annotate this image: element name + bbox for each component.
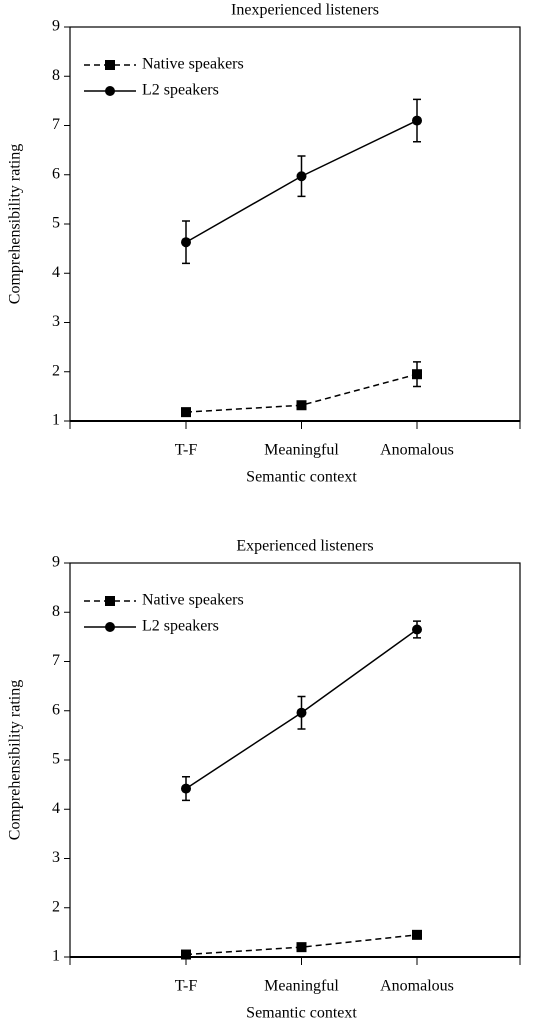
x-tick-label: Meaningful xyxy=(264,442,339,459)
plot-frame xyxy=(69,562,521,958)
x-tick-label: Meaningful xyxy=(264,978,339,995)
plot-frame xyxy=(69,26,521,422)
data-point xyxy=(296,707,307,718)
data-point xyxy=(412,115,422,126)
data-point xyxy=(181,783,191,794)
data-point xyxy=(412,624,422,635)
data-point xyxy=(296,942,307,953)
data-point xyxy=(296,400,307,411)
x-tick-label: Anomalous xyxy=(380,978,454,995)
data-point xyxy=(412,369,422,380)
legend-label: Native speakers xyxy=(142,592,244,609)
y-tick-label: 1 xyxy=(52,412,60,429)
y-axis-label: Comprehensibility rating xyxy=(7,144,24,304)
y-tick-label: 5 xyxy=(52,215,60,232)
data-point xyxy=(181,237,191,248)
data-point xyxy=(181,949,191,960)
legend-marker xyxy=(105,596,115,606)
y-tick-label: 8 xyxy=(52,603,60,620)
y-tick-label: 9 xyxy=(52,554,60,571)
x-axis-label: Semantic context xyxy=(246,1005,357,1022)
y-tick-label: 1 xyxy=(52,948,60,965)
y-tick-label: 3 xyxy=(52,849,60,866)
x-tick-label: T-F xyxy=(175,442,198,459)
data-point xyxy=(412,929,422,940)
y-tick-label: 6 xyxy=(52,701,60,718)
y-tick-label: 4 xyxy=(52,800,60,817)
x-tick-label: T-F xyxy=(175,978,198,995)
y-tick-label: 5 xyxy=(52,751,60,768)
legend-marker xyxy=(105,60,115,70)
legend-label: L2 speakers xyxy=(142,82,219,99)
legend-label: Native speakers xyxy=(142,56,244,73)
legend-label: L2 speakers xyxy=(142,618,219,635)
x-tick-label: Anomalous xyxy=(380,442,454,459)
y-tick-label: 7 xyxy=(52,652,60,669)
legend-marker xyxy=(105,86,115,96)
y-tick-label: 6 xyxy=(52,165,60,182)
data-point xyxy=(296,171,307,182)
y-tick-label: 9 xyxy=(52,18,60,35)
chart-title: Experienced listeners xyxy=(236,538,373,555)
x-axis-label: Semantic context xyxy=(246,469,357,486)
y-tick-label: 7 xyxy=(52,116,60,133)
y-tick-label: 2 xyxy=(52,898,60,915)
chart-title: Inexperienced listeners xyxy=(231,2,379,19)
y-tick-label: 4 xyxy=(52,264,60,281)
legend-marker xyxy=(105,622,115,632)
y-tick-label: 3 xyxy=(52,313,60,330)
y-tick-label: 8 xyxy=(52,67,60,84)
y-axis-label: Comprehensibility rating xyxy=(7,680,24,840)
data-point xyxy=(181,407,191,418)
y-tick-label: 2 xyxy=(52,362,60,379)
